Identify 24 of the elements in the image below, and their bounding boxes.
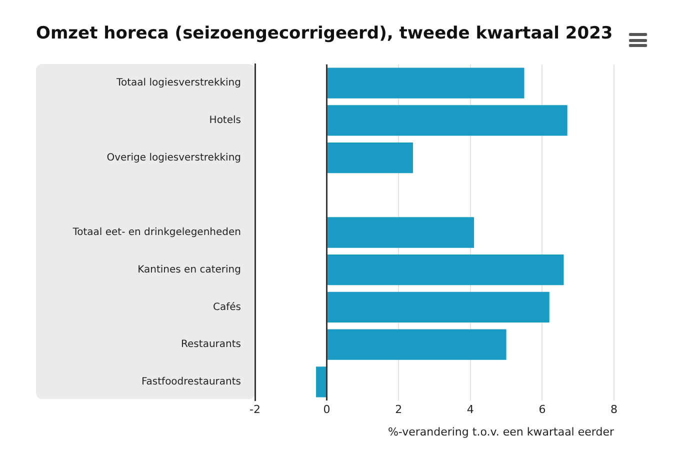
x-tick-label: 8 — [610, 403, 618, 416]
bar — [328, 142, 413, 174]
x-axis-title: %-verandering t.o.v. een kwartaal eerder — [388, 425, 614, 438]
chart-title: Omzet horeca (seizoengecorrigeerd), tweede kwartaal 2023 — [36, 24, 613, 44]
bar — [328, 68, 524, 98]
x-tick-label: 6 — [538, 403, 546, 416]
bar — [328, 254, 564, 286]
y-tick-label: Totaal logiesverstrekking — [116, 78, 241, 89]
x-tick-label: 2 — [395, 403, 402, 416]
bar — [316, 366, 326, 398]
bar — [328, 105, 568, 136]
y-tick-label: Restaurants — [181, 339, 241, 350]
y-tick-label: Kantines en catering — [138, 264, 241, 276]
y-tick-label: Hotels — [209, 115, 241, 126]
bar — [328, 329, 506, 360]
y-tick-label: Totaal eet- en drinkgelegenheden — [72, 227, 241, 238]
x-tick-label: -2 — [250, 403, 260, 416]
x-tick-label: 0 — [323, 403, 330, 416]
y-tick-label: Overige logiesverstrekking — [106, 152, 241, 164]
y-tick-label: Fastfoodrestaurants — [141, 376, 241, 388]
x-tick-label: 4 — [466, 403, 474, 416]
bar — [328, 217, 474, 248]
y-tick-label: Cafés — [213, 302, 241, 313]
bar — [328, 292, 550, 323]
